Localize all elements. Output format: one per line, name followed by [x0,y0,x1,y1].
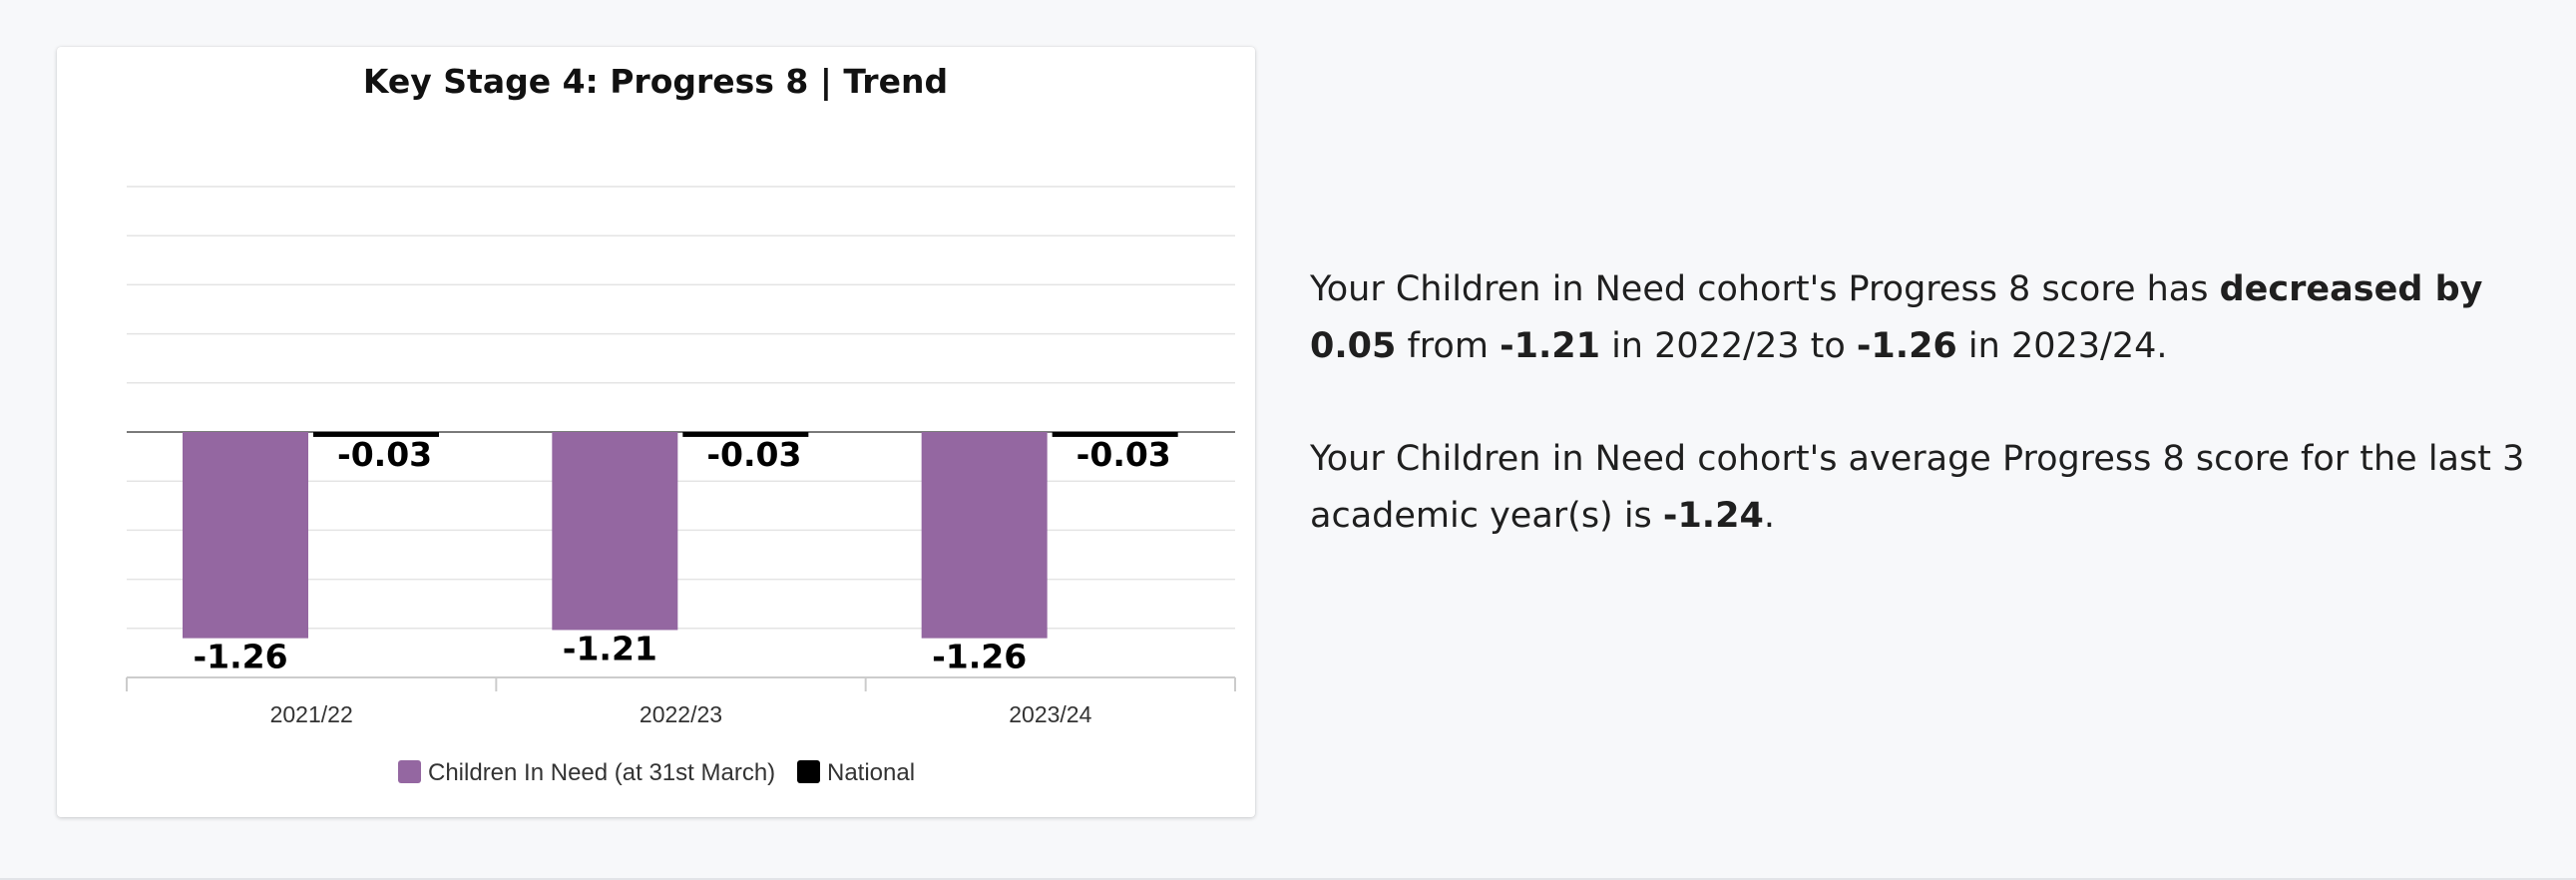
chart-title: Key Stage 4: Progress 8 | Trend [363,62,948,101]
legend-item-national[interactable]: National [797,759,915,786]
summary-text: from [1396,326,1501,366]
chart-legend[interactable]: Children In Need (at 31st March) National [398,759,915,786]
x-tick-label: 2023/24 [1009,701,1091,727]
bar-national[interactable] [682,432,809,437]
bar-national[interactable] [1052,432,1178,437]
bar-value-label: -0.03 [1076,435,1171,474]
summary-text: Your Children in Need cohort's average P… [1310,439,2525,536]
bar-value-label: -1.26 [193,638,287,676]
x-tick-label: 2022/23 [640,701,722,727]
bar-value-label: -0.03 [706,435,801,474]
page-bottom-divider [0,878,2576,880]
summary-current-score: -1.26 [1856,326,1957,366]
bar-children-in-need[interactable] [552,432,678,631]
chart-gridlines [127,186,1235,630]
legend-swatch [398,760,421,783]
summary-text: in 2022/23 to [1599,326,1857,366]
bar-children-in-need[interactable] [183,432,308,639]
chart-data-labels: -1.26 -0.03 -1.21 -0.03 -1.26 -0.03 [192,434,1171,677]
summary-change-value: decreased by 0.05 [1310,269,2483,366]
bar-value-label: -1.26 [932,638,1027,676]
summary-average-score: -1.24 [1662,496,1764,536]
bar-value-label: -1.21 [563,629,657,667]
chart-bars [183,432,1178,639]
chart-x-axis: 2021/22 2022/23 2023/24 [126,676,1236,727]
x-tick-label: 2021/22 [270,701,353,727]
summary-average-paragraph: Your Children in Need cohort's average P… [1310,431,2547,545]
legend-label: National [827,759,915,786]
bar-children-in-need[interactable] [921,432,1048,639]
legend-item-children-in-need[interactable]: Children In Need (at 31st March) [398,759,775,786]
progress-summary: Your Children in Need cohort's Progress … [1310,261,2547,601]
summary-change-paragraph: Your Children in Need cohort's Progress … [1310,261,2547,375]
summary-text: in 2023/24. [1956,326,2168,366]
bar-value-label: -0.03 [337,435,432,474]
summary-text: . [1763,496,1775,536]
bar-national[interactable] [313,432,439,437]
progress8-bar-chart: Key Stage 4: Progress 8 | Trend 2021/22 2… [126,62,1236,786]
legend-swatch [797,760,820,783]
summary-previous-score: -1.21 [1500,326,1600,366]
legend-label: Children In Need (at 31st March) [428,759,775,786]
summary-text: Your Children in Need cohort's Progress … [1310,269,2220,309]
progress8-chart-card: Key Stage 4: Progress 8 | Trend 2021/22 2… [57,47,1255,817]
